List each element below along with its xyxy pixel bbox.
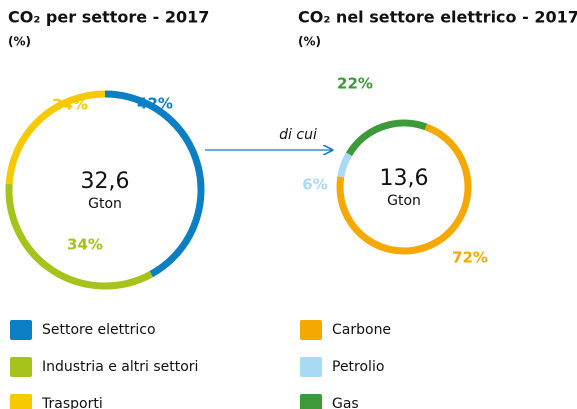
center-unit: Gton [387,193,421,209]
legend-label: Petrolio [332,359,384,375]
data-label: 22% [337,75,373,93]
connector-label: di cui [279,127,317,143]
donut-segment [346,119,428,157]
legend-label: Settore elettrico [42,322,156,338]
legend-swatch [300,357,322,377]
center-value: 13,6 [380,166,429,191]
data-label: 42% [137,95,173,113]
donut-segment [337,152,353,178]
chart-subtitle: (%) [298,35,321,49]
data-label: 6% [302,176,327,194]
legend-label: Industria e altri settori [42,359,198,375]
data-label: 24% [52,96,88,114]
legend-swatch [300,394,322,409]
donut-segment [5,183,153,290]
legend-swatch [10,357,32,377]
data-label: 34% [67,236,103,254]
data-label: 72% [452,249,488,267]
legend-label: Carbone [332,322,391,338]
chart-subtitle: (%) [8,35,31,49]
chart-title: CO₂ per settore - 2017 [8,8,209,27]
donut-segment [104,90,205,278]
legend-label: Gas [332,396,359,409]
center-unit: Gton [88,196,122,212]
legend-label: Trasporti [41,396,103,409]
legend-swatch [300,320,322,340]
chart-title: CO₂ nel settore elettrico - 2017 [298,8,577,27]
donut-segment [336,123,472,255]
legend-swatch [10,394,32,409]
legend-swatch [10,320,32,340]
donut-segment [5,90,106,185]
center-value: 32,6 [81,169,130,194]
